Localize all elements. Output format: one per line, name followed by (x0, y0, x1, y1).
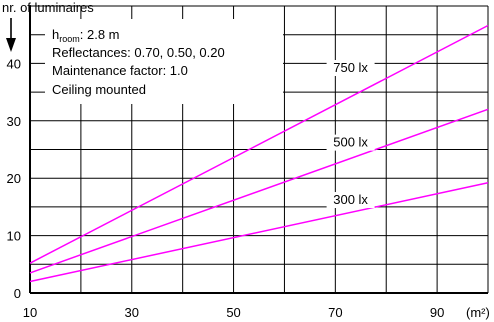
y-tick-label: 20 (7, 171, 21, 186)
series-label-bg-1 (326, 134, 375, 151)
maintenance-factor: Maintenance factor: 1.0 (52, 63, 188, 78)
y-tick-label: 30 (7, 114, 21, 129)
y-tick-label: 0 (14, 286, 21, 301)
series-label-bg-2 (326, 192, 375, 209)
series-label-0: 750 lx (333, 60, 368, 75)
reflectances: Reflectances: 0.70, 0.50, 0.20 (52, 45, 225, 60)
x-tick-label: 50 (226, 305, 240, 320)
info-box: hroom: 2.8 m Reflectances: 0.70, 0.50, 0… (45, 19, 283, 104)
down-arrow-icon (6, 18, 16, 52)
y-axis-label: nr. of luminaires (2, 0, 94, 15)
y-tick-label: 10 (7, 229, 21, 244)
series-line-2 (29, 182, 489, 283)
plot-frame (29, 6, 488, 294)
x-tick-label: 90 (430, 305, 444, 320)
x-tick-label: 10 (23, 305, 37, 320)
x-axis-unit: (m²) (466, 305, 490, 320)
series-line-0 (29, 24, 489, 264)
series-label-1: 500 lx (333, 135, 368, 150)
mounting: Ceiling mounted (52, 82, 146, 97)
room-height: hroom: 2.8 m (52, 27, 120, 44)
series-line-1 (29, 108, 489, 274)
series-lines: 750 lx 500 lx 300 lx (29, 24, 489, 283)
series-label-bg-0 (326, 60, 375, 77)
y-tick-label: 40 (7, 56, 21, 71)
x-tick-label: 30 (125, 305, 139, 320)
series-label-2: 300 lx (333, 192, 368, 207)
x-tick-label: 70 (328, 305, 342, 320)
